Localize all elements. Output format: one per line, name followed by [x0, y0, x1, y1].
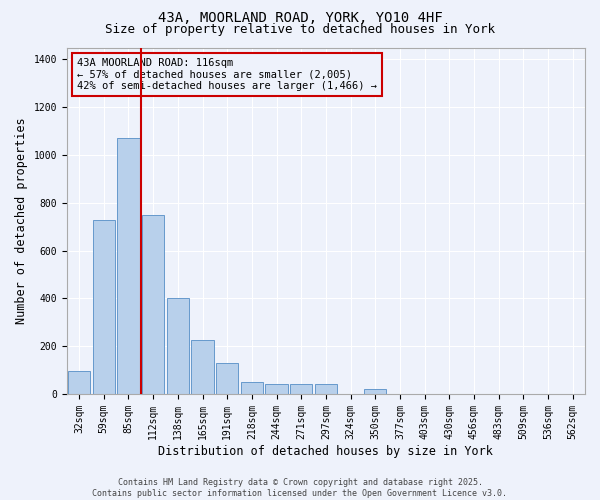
Text: 43A, MOORLAND ROAD, YORK, YO10 4HF: 43A, MOORLAND ROAD, YORK, YO10 4HF [158, 11, 442, 25]
X-axis label: Distribution of detached houses by size in York: Distribution of detached houses by size … [158, 444, 493, 458]
Bar [216, 363, 238, 394]
Bar [290, 384, 313, 394]
Bar [92, 220, 115, 394]
Bar [191, 340, 214, 394]
Bar [142, 215, 164, 394]
Text: Contains HM Land Registry data © Crown copyright and database right 2025.
Contai: Contains HM Land Registry data © Crown c… [92, 478, 508, 498]
Bar [315, 384, 337, 394]
Bar [265, 384, 287, 394]
Text: 43A MOORLAND ROAD: 116sqm
← 57% of detached houses are smaller (2,005)
42% of se: 43A MOORLAND ROAD: 116sqm ← 57% of detac… [77, 58, 377, 91]
Bar [118, 138, 140, 394]
Y-axis label: Number of detached properties: Number of detached properties [15, 118, 28, 324]
Bar [68, 372, 90, 394]
Bar [241, 382, 263, 394]
Bar [167, 298, 189, 394]
Bar [364, 389, 386, 394]
Text: Size of property relative to detached houses in York: Size of property relative to detached ho… [105, 22, 495, 36]
